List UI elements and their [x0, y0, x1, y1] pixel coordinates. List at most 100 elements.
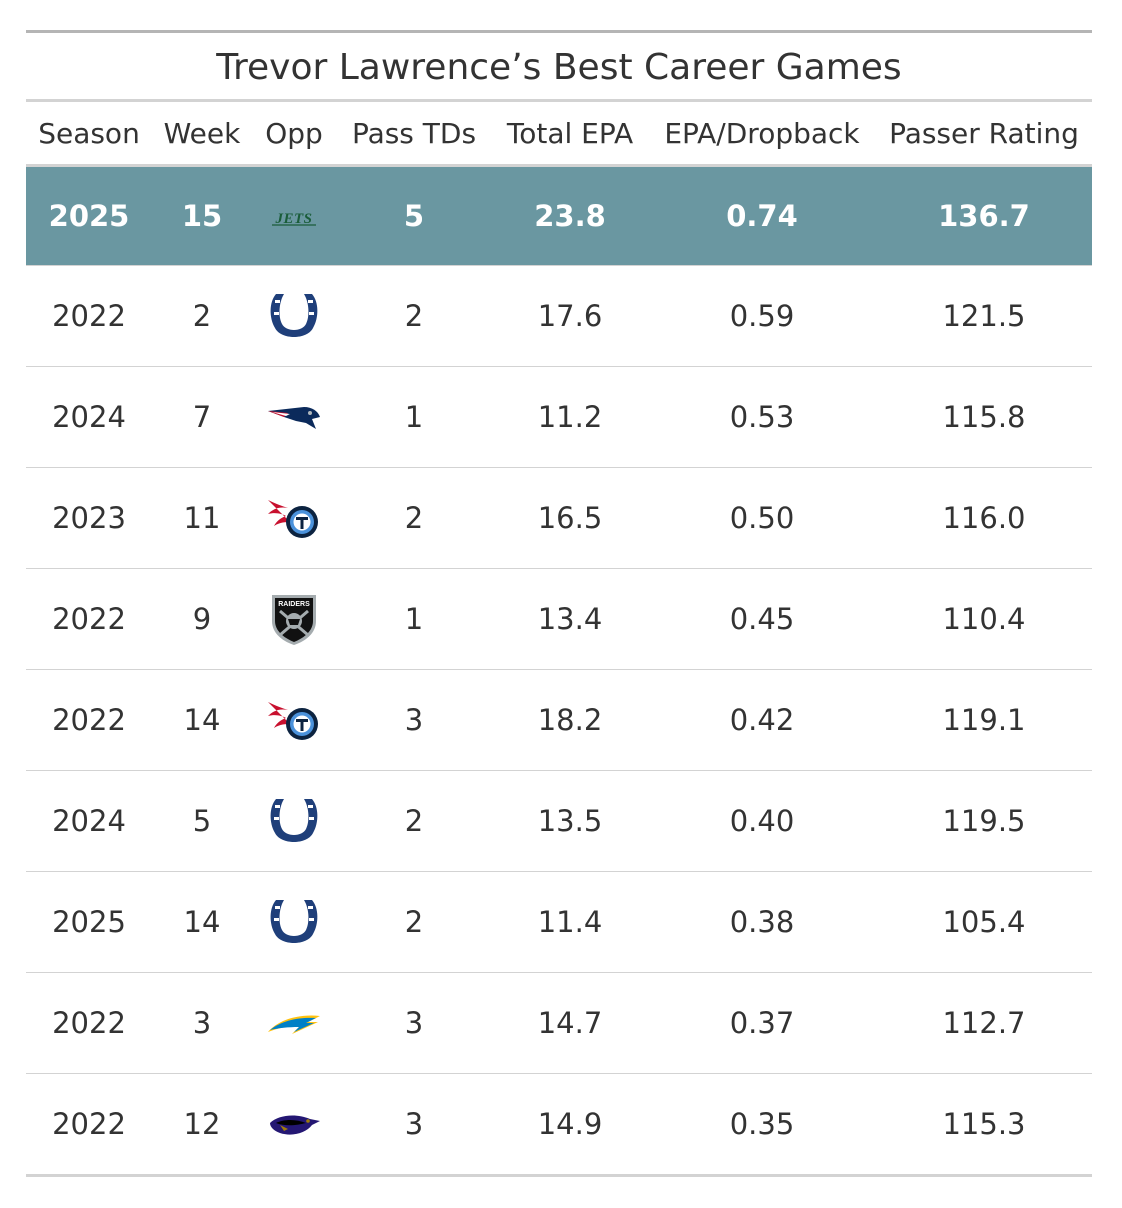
- col-header-epa-dropback: EPA/Dropback: [648, 102, 876, 167]
- cell-pass-tds: 3: [336, 972, 492, 1074]
- cell-season: 2022: [26, 972, 152, 1074]
- cell-season: 2022: [26, 669, 152, 771]
- table-row: 2022 12 3 14.9 0.35 115.3: [26, 1073, 1092, 1177]
- cell-total-epa: 13.4: [492, 568, 648, 670]
- cell-epa-dropback: 0.53: [648, 366, 876, 468]
- cell-pass-tds: 2: [336, 871, 492, 973]
- table-row: 2024 5 2 13.5 0.40 119.5: [26, 770, 1092, 872]
- cell-week: 14: [152, 669, 252, 771]
- cell-opp: [252, 467, 336, 569]
- cell-total-epa: 16.5: [492, 467, 648, 569]
- raiders-logo-icon: RAIDERS: [272, 595, 316, 645]
- cell-season: 2025: [26, 871, 152, 973]
- cell-pass-tds: 3: [336, 669, 492, 771]
- cell-week: 3: [152, 972, 252, 1074]
- cell-epa-dropback: 0.45: [648, 568, 876, 670]
- cell-opp: [252, 972, 336, 1074]
- table-row: 2022 2 2 17.6 0.59 121.5: [26, 265, 1092, 367]
- cell-total-epa: 11.4: [492, 871, 648, 973]
- col-header-season: Season: [26, 102, 152, 167]
- ravens-logo-icon: [270, 1115, 320, 1135]
- table-row: 2025 14 2 11.4 0.38 105.4: [26, 871, 1092, 973]
- cell-passer-rating: 121.5: [876, 265, 1092, 367]
- table-row: 2023 11 2 16.5 0.50 116.0: [26, 467, 1092, 569]
- cell-season: 2024: [26, 770, 152, 872]
- cell-season: 2024: [26, 366, 152, 468]
- cell-epa-dropback: 0.59: [648, 265, 876, 367]
- col-header-opp: Opp: [252, 102, 336, 167]
- table-title: Trevor Lawrence’s Best Career Games: [216, 47, 902, 88]
- col-header-pass-tds: Pass TDs: [336, 102, 492, 167]
- cell-opp: [252, 669, 336, 771]
- cell-opp: [252, 1073, 336, 1177]
- cell-epa-dropback: 0.37: [648, 972, 876, 1074]
- cell-passer-rating: 119.5: [876, 770, 1092, 872]
- cell-total-epa: 14.9: [492, 1073, 648, 1177]
- cell-season: 2022: [26, 568, 152, 670]
- cell-passer-rating: 116.0: [876, 467, 1092, 569]
- cell-opp: [252, 366, 336, 468]
- colts-logo-icon: [270, 294, 318, 337]
- cell-opp: [252, 265, 336, 367]
- stats-table: Season Week Opp Pass TDs Total EPA EPA/D…: [26, 102, 1092, 1177]
- cell-opp: [252, 770, 336, 872]
- cell-week: 11: [152, 467, 252, 569]
- jets-logo-icon: JETS: [272, 211, 316, 227]
- patriots-logo-icon: [268, 406, 320, 429]
- chargers-logo-icon: [268, 1015, 320, 1034]
- col-header-week: Week: [152, 102, 252, 167]
- cell-pass-tds: 5: [336, 165, 492, 266]
- titans-logo-icon: [268, 500, 318, 538]
- cell-passer-rating: 110.4: [876, 568, 1092, 670]
- cell-epa-dropback: 0.35: [648, 1073, 876, 1177]
- cell-pass-tds: 2: [336, 467, 492, 569]
- cell-epa-dropback: 0.74: [648, 165, 876, 266]
- cell-total-epa: 14.7: [492, 972, 648, 1074]
- cell-epa-dropback: 0.50: [648, 467, 876, 569]
- cell-total-epa: 18.2: [492, 669, 648, 771]
- cell-season: 2022: [26, 1073, 152, 1177]
- cell-opp: [252, 871, 336, 973]
- cell-passer-rating: 115.8: [876, 366, 1092, 468]
- cell-week: 5: [152, 770, 252, 872]
- cell-week: 12: [152, 1073, 252, 1177]
- stats-table-container: Trevor Lawrence’s Best Career Games Seas…: [26, 30, 1092, 1177]
- cell-epa-dropback: 0.42: [648, 669, 876, 771]
- colts-logo-icon: [270, 900, 318, 943]
- cell-epa-dropback: 0.40: [648, 770, 876, 872]
- cell-pass-tds: 2: [336, 770, 492, 872]
- table-row: 2022 3 3 14.7 0.37 112.7: [26, 972, 1092, 1074]
- cell-passer-rating: 136.7: [876, 165, 1092, 266]
- top-rule: [26, 30, 1092, 33]
- col-header-passer-rating: Passer Rating: [876, 102, 1092, 167]
- title-rule: [26, 99, 1092, 102]
- cell-season: 2022: [26, 265, 152, 367]
- cell-week: 2: [152, 265, 252, 367]
- cell-total-epa: 23.8: [492, 165, 648, 266]
- cell-week: 9: [152, 568, 252, 670]
- table-row: 2022 14 3 18.2 0.42 119.1: [26, 669, 1092, 771]
- cell-passer-rating: 119.1: [876, 669, 1092, 771]
- cell-pass-tds: 1: [336, 568, 492, 670]
- titans-logo-icon: [268, 702, 318, 740]
- col-header-total-epa: Total EPA: [492, 102, 648, 167]
- cell-week: 15: [152, 165, 252, 266]
- cell-epa-dropback: 0.38: [648, 871, 876, 973]
- header-row: Season Week Opp Pass TDs Total EPA EPA/D…: [26, 102, 1092, 167]
- cell-pass-tds: 1: [336, 366, 492, 468]
- cell-passer-rating: 112.7: [876, 972, 1092, 1074]
- cell-passer-rating: 105.4: [876, 871, 1092, 973]
- cell-total-epa: 11.2: [492, 366, 648, 468]
- cell-season: 2025: [26, 165, 152, 266]
- cell-season: 2023: [26, 467, 152, 569]
- colts-logo-icon: [270, 799, 318, 842]
- cell-week: 7: [152, 366, 252, 468]
- cell-pass-tds: 3: [336, 1073, 492, 1177]
- cell-pass-tds: 2: [336, 265, 492, 367]
- cell-total-epa: 13.5: [492, 770, 648, 872]
- jets-logo-text: JETS: [274, 211, 312, 227]
- cell-opp: JETS: [252, 165, 336, 266]
- table-row-highlighted: 2025 15 JETS 5 23.8 0.74 136.7: [26, 165, 1092, 266]
- table-row: 2022 9 RAIDERS 1 13.4 0.45 110: [26, 568, 1092, 670]
- raiders-logo-text: RAIDERS: [278, 601, 310, 608]
